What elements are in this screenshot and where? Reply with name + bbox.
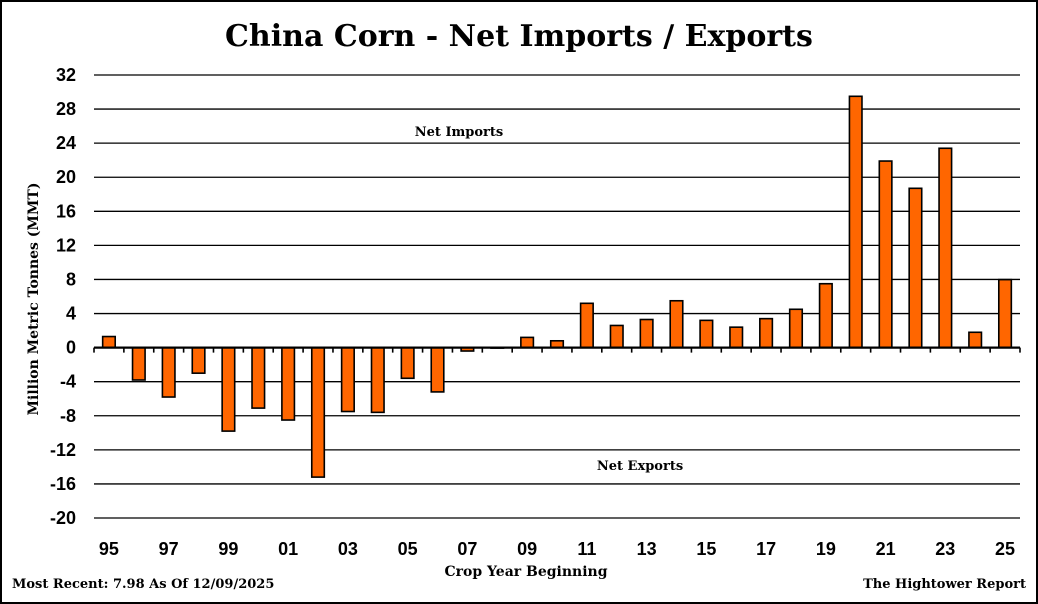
bar-23 [938, 147, 953, 349]
net-imports-annotation: Net Imports [415, 125, 503, 140]
y-tick-label: 16 [56, 201, 76, 221]
gridlines [94, 74, 1020, 519]
axes [93, 346, 1021, 353]
chart-title: China Corn - Net Imports / Exports [225, 19, 813, 54]
bar-05 [400, 346, 415, 380]
bar-22 [908, 187, 923, 349]
bar-04 [370, 346, 385, 414]
x-tick-labels: 95 97 99 01 03 05 07 09 11 13 15 17 19 21 23 25 [99, 539, 1015, 559]
x-axis-title: Crop Year Beginning [444, 564, 607, 580]
y-tick-label: 32 [56, 65, 76, 85]
x-tick-label: 11 [577, 539, 596, 559]
x-tick-label: 99 [218, 539, 238, 559]
bar-02 [310, 346, 326, 478]
x-tick-label: 01 [278, 539, 298, 559]
bar-13 [639, 318, 654, 349]
bar-21 [878, 160, 893, 349]
bar-95 [101, 335, 117, 349]
y-tick-label: 4 [66, 304, 76, 324]
bar-09 [520, 336, 535, 349]
x-tick-label: 09 [517, 539, 537, 559]
y-tick-label: 28 [56, 99, 76, 119]
x-tick-label: 03 [338, 539, 358, 559]
x-tick-label: 95 [99, 539, 119, 559]
bar-99 [221, 346, 236, 432]
bar-14 [669, 299, 684, 349]
bar-17 [759, 317, 774, 349]
bar-series [101, 95, 1013, 478]
bar-15 [699, 319, 714, 349]
bar-97 [161, 346, 176, 398]
x-tick-label: 23 [935, 539, 955, 559]
bar-03 [340, 346, 355, 413]
bar-12 [609, 324, 624, 349]
y-tick-label: 0 [66, 338, 76, 358]
y-tick-label: 8 [66, 269, 76, 289]
y-tick-label: -8 [60, 406, 76, 426]
y-tick-label: -4 [60, 372, 76, 392]
bar-11 [579, 302, 594, 349]
y-tick-label: 24 [56, 133, 76, 153]
bar-00 [251, 346, 266, 409]
y-tick-label: 12 [56, 235, 76, 255]
footer-most-recent: Most Recent: 7.98 As Of 12/09/2025 [12, 577, 274, 592]
footer-source: The Hightower Report [863, 577, 1026, 592]
x-tick-label: 15 [696, 539, 716, 559]
bar-96 [131, 346, 146, 381]
x-tick-label: 17 [756, 539, 776, 559]
y-axis-title: Million Metric Tonnes (MMT) [26, 183, 42, 416]
net-exports-annotation: Net Exports [597, 459, 683, 474]
x-tick-label: 07 [457, 539, 477, 559]
x-tick-label: 05 [398, 539, 418, 559]
x-tick-label: 97 [159, 539, 179, 559]
bar-01 [281, 346, 296, 421]
bar-20 [848, 95, 863, 349]
y-tick-label: -16 [50, 474, 76, 494]
x-tick-label: 25 [995, 539, 1015, 559]
y-tick-label: -12 [50, 440, 76, 460]
bar-25 [997, 278, 1013, 349]
x-tick-label: 21 [876, 539, 896, 559]
bar-98 [191, 346, 206, 374]
y-tick-label: 20 [56, 167, 76, 187]
x-tick-label: 13 [637, 539, 657, 559]
bar-06 [430, 346, 445, 393]
bar-19 [818, 282, 833, 349]
bar-16 [729, 326, 744, 349]
x-tick-label: 19 [816, 539, 836, 559]
y-tick-label: -20 [50, 508, 76, 528]
y-tick-labels: 32 28 24 20 16 12 8 4 0 -4 -8 -12 -16 -20 [50, 65, 76, 528]
bar-18 [788, 308, 804, 349]
bar-24 [968, 331, 983, 349]
